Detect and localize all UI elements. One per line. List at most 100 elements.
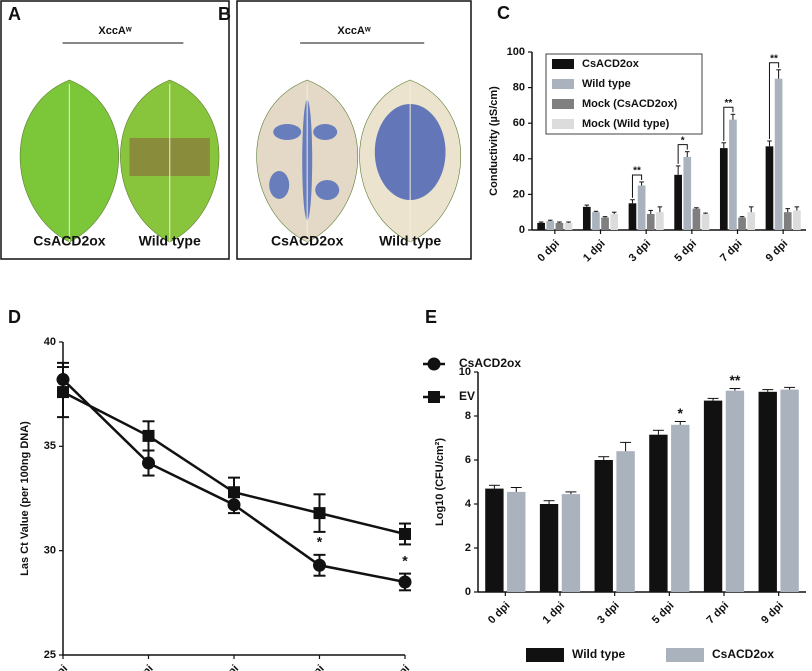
x-tick-label: 0 dpi [486,600,513,627]
significance: ** [724,98,732,109]
legend-swatch [552,119,574,129]
bar [616,451,635,592]
bar [555,222,564,230]
legend-swatch [552,59,574,69]
bar [637,185,646,230]
legend-label: CsACD2ox [712,647,774,661]
bar [747,212,756,230]
significance: ** [770,53,778,64]
legend-swatch [526,648,564,662]
y-tick-label: 60 [513,117,525,129]
legend-label: Wild type [572,647,626,661]
legend-label: CsACD2ox [459,356,521,370]
x-tick-label: 2 mpi [212,663,241,671]
bar [674,174,682,230]
panel-letter: C [497,3,510,23]
x-tick-label: 7 dpi [705,600,732,627]
leaf-label: Wild type [139,233,201,249]
y-tick-label: 100 [507,46,525,58]
significance: * [317,534,323,550]
bar [592,212,600,230]
panel-letter: E [425,307,437,327]
panel-letter: D [8,307,21,327]
y-tick-label: 40 [44,336,56,348]
bar [738,217,746,230]
marker [399,527,411,540]
y-tick-label: 0 [519,224,525,236]
y-axis-label: Las Ct Value (per 100ng DNA) [19,421,31,576]
bar [701,213,710,230]
leaf-label: CsACD2ox [33,233,106,249]
x-tick-label: 5 dpi [650,600,677,627]
x-tick-label: 1 dpi [581,238,608,265]
bar [564,222,573,230]
y-tick-label: 8 [465,410,471,422]
x-tick-label: 3 dpi [627,238,654,265]
bar [539,504,559,592]
marker [313,558,326,572]
legend-label: Wild type [582,78,631,90]
significance: * [402,552,408,568]
bar [725,390,745,592]
y-tick-label: 0 [465,586,471,598]
panel-header: XccAʷ [98,25,132,37]
legend-marker [427,357,441,371]
y-tick-label: 2 [465,542,471,554]
legend-label: Mock (CsACD2ox) [582,98,678,110]
stain [273,124,302,140]
bar [649,434,668,592]
x-tick-label: 7 dpi [718,238,745,265]
y-tick-label: 10 [459,366,471,378]
bar [561,494,581,592]
y-tick-label: 40 [513,153,525,165]
bar [507,491,526,592]
bar [719,148,728,230]
significance: ** [729,372,740,388]
bar [703,400,723,592]
x-tick-label: 4 mpi [383,663,412,671]
legend-label: CsACD2ox [582,58,640,70]
bar [646,213,655,230]
panel-header: XccAʷ [337,25,371,37]
bar [594,460,613,592]
leaf-label: CsACD2ox [271,233,344,249]
bar [582,206,591,230]
y-axis-label: Log10 (CFU/cm²) [434,438,446,526]
bar [783,212,792,230]
bar [780,389,799,592]
x-tick-label: 5 dpi [672,238,699,265]
stain [313,124,338,140]
legend-label: Mock (Wild type) [582,118,670,130]
x-tick-label: 0 mpi [41,663,70,671]
bar [628,203,637,230]
y-tick-label: 6 [465,454,471,466]
y-tick-label: 30 [44,545,56,557]
bracket [677,144,688,164]
marker [142,429,155,442]
panel-frame [236,0,472,260]
bar [692,208,701,230]
significance: * [681,135,685,146]
bar [793,210,801,230]
bar [485,488,504,592]
legend-label: EV [459,389,475,403]
significance: ** [633,166,641,177]
bar [601,217,609,230]
marker [228,486,240,499]
panel-letter: B [218,4,231,24]
y-tick-label: 80 [513,82,525,94]
x-tick-label: 3 mpi [298,663,327,671]
significance: * [678,405,684,421]
x-tick-label: 9 dpi [759,600,786,627]
bar [610,213,619,230]
legend-marker [428,391,440,403]
bracket [768,62,780,139]
stain [269,171,290,199]
bracket [723,106,734,141]
marker [57,386,69,399]
bar [765,146,774,230]
bar [774,78,783,230]
bar [729,119,737,230]
stain [315,180,340,200]
y-tick-label: 35 [44,440,56,452]
